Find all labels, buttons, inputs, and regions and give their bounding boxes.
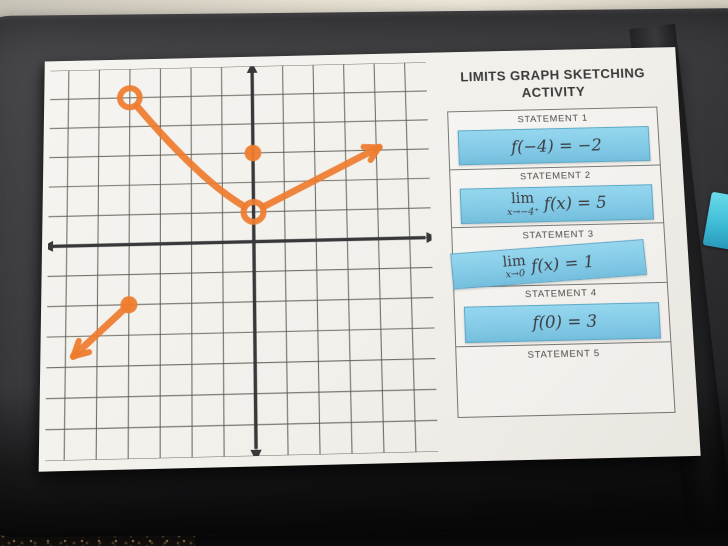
statement-5-slot	[457, 358, 675, 416]
statement-1-expression: f(−4) = −2	[510, 135, 603, 156]
statement-section-1: STATEMENT 1 f(−4) = −2	[448, 107, 660, 170]
limits-piecewise-graph	[44, 62, 439, 462]
activity-title-line2: ACTIVITY	[521, 83, 586, 100]
activity-title-line1: LIMITS GRAPH SKETCHING	[460, 65, 646, 85]
worksheet-paper: LIMITS GRAPH SKETCHING ACTIVITY STATEMEN…	[38, 47, 701, 472]
statements-box: STATEMENT 1 f(−4) = −2 STATEMENT 2	[447, 106, 676, 418]
statement-section-2: STATEMENT 2 lim x→−4⁺ f(x) = 5	[450, 165, 664, 229]
activity-title: LIMITS GRAPH SKETCHING ACTIVITY	[434, 64, 672, 103]
statement-section-4: STATEMENT 4 f(0) = 3	[454, 282, 671, 348]
statement-1-card[interactable]: f(−4) = −2	[457, 126, 651, 166]
statement-2-slot: lim x→−4⁺ f(x) = 5	[451, 180, 664, 227]
lim-stack: lim x→−4⁺	[506, 190, 540, 218]
statement-3-slot: lim x→0 f(x) = 1	[450, 239, 667, 290]
statement-2-expression: f(x) = 5	[543, 193, 608, 214]
lim-stack: lim x→0	[501, 252, 527, 281]
statement-3-expression: f(x) = 1	[530, 251, 595, 276]
statement-4-card[interactable]: f(0) = 3	[463, 301, 662, 343]
statement-section-5: STATEMENT 5	[456, 342, 674, 416]
statement-2-card[interactable]: lim x→−4⁺ f(x) = 5	[459, 183, 655, 224]
statement-section-3: STATEMENT 3 lim x→0 f(x) = 1	[450, 223, 667, 290]
statement-4-expression: f(0) = 3	[531, 311, 598, 333]
statement-4-slot: f(0) = 3	[455, 298, 671, 346]
statement-3-card[interactable]: lim x→0 f(x) = 1	[450, 239, 648, 290]
activity-panel: LIMITS GRAPH SKETCHING ACTIVITY STATEMEN…	[434, 64, 692, 418]
statement-1-slot: f(−4) = −2	[449, 123, 660, 169]
